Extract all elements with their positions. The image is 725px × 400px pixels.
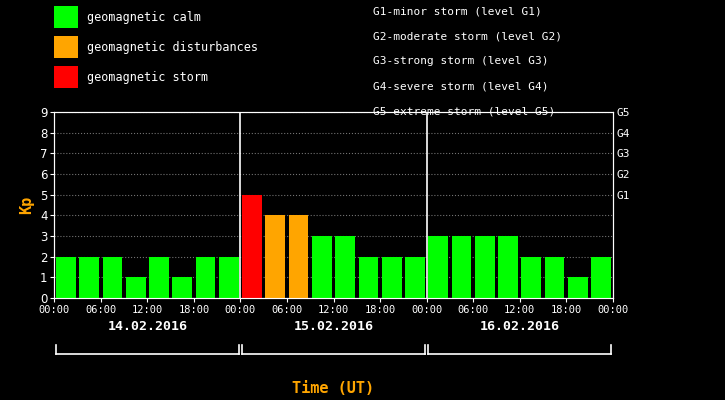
Bar [126,277,146,298]
Bar [56,257,76,298]
Bar [173,277,192,298]
Bar [289,215,309,298]
Text: G1-minor storm (level G1): G1-minor storm (level G1) [373,6,542,16]
Text: geomagnetic disturbances: geomagnetic disturbances [87,40,258,54]
Text: G5-extreme storm (level G5): G5-extreme storm (level G5) [373,107,555,117]
Bar [312,236,332,298]
Bar [196,257,215,298]
Bar [452,236,471,298]
Text: G2-moderate storm (level G2): G2-moderate storm (level G2) [373,31,563,41]
Bar [382,257,402,298]
Y-axis label: Kp: Kp [20,196,34,214]
Text: Time (UT): Time (UT) [292,381,375,396]
Text: geomagnetic storm: geomagnetic storm [87,70,208,84]
Text: 14.02.2016: 14.02.2016 [107,320,188,333]
Bar [591,257,611,298]
Text: 16.02.2016: 16.02.2016 [479,320,560,333]
Bar [568,277,588,298]
Bar [498,236,518,298]
Bar [149,257,169,298]
Bar [428,236,448,298]
Bar [405,257,425,298]
Bar [358,257,378,298]
Bar [265,215,285,298]
Text: geomagnetic calm: geomagnetic calm [87,10,201,24]
Bar [521,257,541,298]
Text: G4-severe storm (level G4): G4-severe storm (level G4) [373,82,549,92]
Bar [242,195,262,298]
Bar [79,257,99,298]
Text: G3-strong storm (level G3): G3-strong storm (level G3) [373,56,549,66]
Text: 15.02.2016: 15.02.2016 [294,320,373,333]
Bar [219,257,239,298]
Bar [103,257,123,298]
Bar [335,236,355,298]
Bar [544,257,564,298]
Bar [475,236,494,298]
